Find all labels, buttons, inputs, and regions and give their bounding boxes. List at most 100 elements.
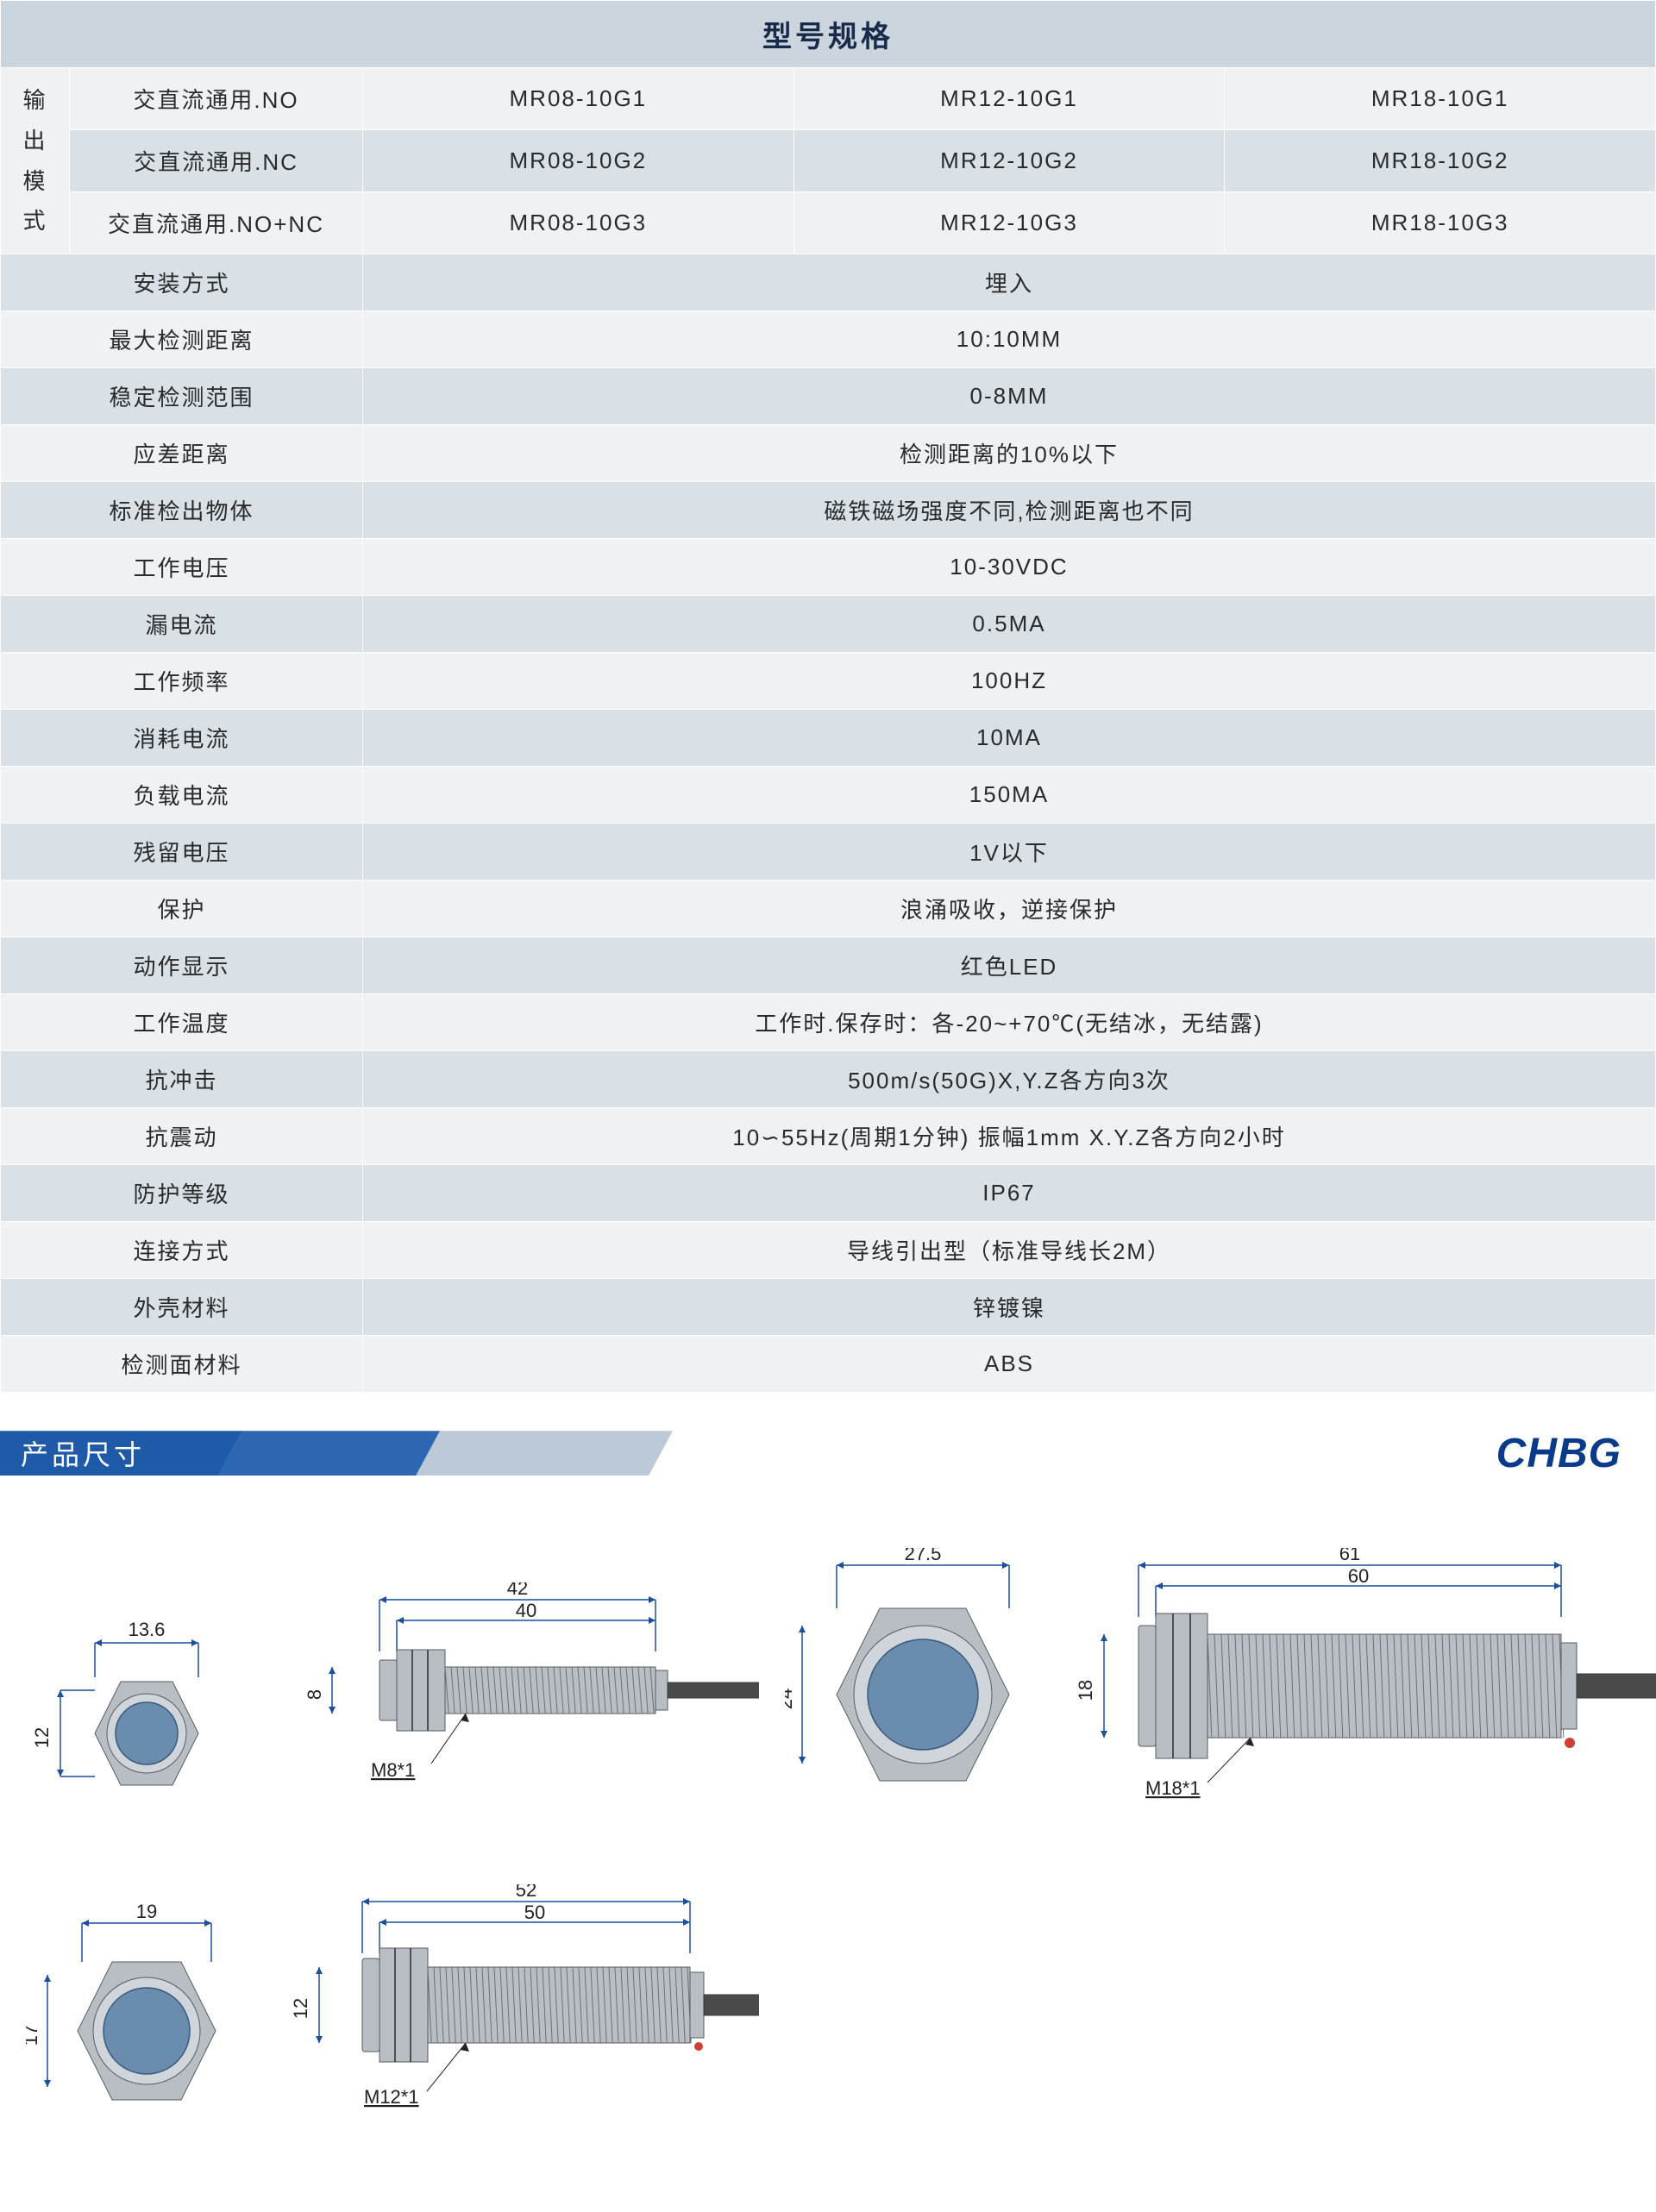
spec-value: 锌镀镍: [363, 1279, 1656, 1336]
head-val: MR18-10G1: [1225, 68, 1656, 130]
diagrams-grid: 13.6 12 42 40: [0, 1548, 1656, 2212]
table-row: 外壳材料锌镀镍: [1, 1279, 1656, 1336]
table-row: 检测面材料ABS: [1, 1336, 1656, 1393]
svg-text:50: 50: [524, 1902, 545, 1923]
spec-label: 防护等级: [1, 1165, 363, 1222]
spec-label: 工作电压: [1, 539, 363, 596]
spec-label: 工作温度: [1, 994, 363, 1051]
spec-value: 埋入: [363, 254, 1656, 311]
table-row: 交直流通用.NO+NC MR08-10G3 MR12-10G3 MR18-10G…: [1, 192, 1656, 254]
spec-label: 工作频率: [1, 653, 363, 710]
diagram-hex-m12: 19 17: [26, 1902, 250, 2126]
table-row: 最大检测距离10:10MM: [1, 311, 1656, 368]
table-row: 稳定检测范围0-8MM: [1, 368, 1656, 425]
spec-value: 浪涌吸收，逆接保护: [363, 880, 1656, 937]
spec-label: 负载电流: [1, 767, 363, 824]
diagram-hex-m18: 27.5 24: [785, 1548, 1044, 1807]
spec-value: 150MA: [363, 767, 1656, 824]
spec-value: 工作时.保存时：各-20~+70℃(无结冰，无结露): [363, 994, 1656, 1051]
table-row: 消耗电流10MA: [1, 710, 1656, 767]
spec-label: 应差距离: [1, 425, 363, 482]
spec-value: 10-30VDC: [363, 539, 1656, 596]
svg-text:61: 61: [1339, 1548, 1360, 1564]
spec-label: 稳定检测范围: [1, 368, 363, 425]
table-row: 负载电流150MA: [1, 767, 1656, 824]
svg-text:42: 42: [507, 1582, 528, 1599]
head-label: 交直流通用.NO+NC: [70, 192, 363, 254]
spec-value: 0-8MM: [363, 368, 1656, 425]
svg-text:19: 19: [136, 1902, 157, 1922]
table-row: 漏电流0.5MA: [1, 596, 1656, 653]
spec-value: 1V以下: [363, 824, 1656, 880]
svg-text:27.5: 27.5: [905, 1548, 942, 1564]
table-row: 抗冲击500m/s(50G)X,Y.Z各方向3次: [1, 1051, 1656, 1108]
head-val: MR12-10G2: [794, 130, 1225, 192]
head-val: MR12-10G1: [794, 68, 1225, 130]
table-row: 应差距离检测距离的10%以下: [1, 425, 1656, 482]
svg-text:18: 18: [1075, 1680, 1096, 1701]
svg-text:40: 40: [516, 1600, 536, 1621]
spec-label: 最大检测距离: [1, 311, 363, 368]
svg-text:8: 8: [304, 1689, 325, 1700]
spec-label: 安装方式: [1, 254, 363, 311]
svg-text:52: 52: [516, 1884, 536, 1901]
spec-value: 检测距离的10%以下: [363, 425, 1656, 482]
table-row: 抗震动10∽55Hz(周期1分钟) 振幅1mm X.Y.Z各方向2小时: [1, 1108, 1656, 1165]
table-row: 防护等级IP67: [1, 1165, 1656, 1222]
svg-text:60: 60: [1348, 1565, 1369, 1587]
head-val: MR08-10G1: [363, 68, 794, 130]
svg-text:12: 12: [290, 1998, 311, 2019]
spec-value: 10∽55Hz(周期1分钟) 振幅1mm X.Y.Z各方向2小时: [363, 1108, 1656, 1165]
head-val: MR08-10G3: [363, 192, 794, 254]
spec-value: 磁铁磁场强度不同,检测距离也不同: [363, 482, 1656, 539]
head-val: MR12-10G3: [794, 192, 1225, 254]
svg-text:24: 24: [785, 1689, 796, 1709]
spec-value: 500m/s(50G)X,Y.Z各方向3次: [363, 1051, 1656, 1108]
spec-value: 0.5MA: [363, 596, 1656, 653]
spec-label: 抗震动: [1, 1108, 363, 1165]
head-val: MR08-10G2: [363, 130, 794, 192]
spec-value: 10MA: [363, 710, 1656, 767]
diagram-hex-m8: 13.6 12: [26, 1617, 233, 1807]
table-row: 工作频率100HZ: [1, 653, 1656, 710]
spec-label: 保护: [1, 880, 363, 937]
spec-value: IP67: [363, 1165, 1656, 1222]
table-row: 动作显示红色LED: [1, 937, 1656, 994]
svg-text:13.6: 13.6: [129, 1619, 166, 1640]
table-title-row: 型号规格: [1, 1, 1656, 68]
bar-shape: 产品尺寸: [0, 1431, 673, 1476]
bar-tail: [414, 1431, 673, 1476]
spec-value: 10:10MM: [363, 311, 1656, 368]
svg-text:M12*1: M12*1: [364, 2086, 419, 2108]
svg-text:17: 17: [26, 2025, 41, 2046]
head-label: 交直流通用.NC: [70, 130, 363, 192]
spec-label: 检测面材料: [1, 1336, 363, 1393]
table-row: 保护浪涌吸收，逆接保护: [1, 880, 1656, 937]
spec-label: 漏电流: [1, 596, 363, 653]
spec-table: 型号规格 输 出 模 式 交直流通用.NO MR08-10G1 MR12-10G…: [0, 0, 1656, 1393]
spec-label: 抗冲击: [1, 1051, 363, 1108]
table-row: 安装方式埋入: [1, 254, 1656, 311]
diagram-cyl-m8: 42 40 8: [276, 1582, 759, 1807]
table-row: 交直流通用.NC MR08-10G2 MR12-10G2 MR18-10G2: [1, 130, 1656, 192]
spec-label: 消耗电流: [1, 710, 363, 767]
spec-label: 标准检出物体: [1, 482, 363, 539]
spec-value: 100HZ: [363, 653, 1656, 710]
spec-value: 红色LED: [363, 937, 1656, 994]
spec-label: 残留电压: [1, 824, 363, 880]
svg-text:12: 12: [31, 1727, 53, 1748]
svg-text:M18*1: M18*1: [1145, 1777, 1201, 1799]
section-title: 产品尺寸: [0, 1431, 242, 1476]
brand-logo: CHBG: [1496, 1430, 1656, 1477]
diagram-cyl-m12: 52 50 12 M12*1: [276, 1884, 759, 2126]
table-row: 工作温度工作时.保存时：各-20~+70℃(无结冰，无结露): [1, 994, 1656, 1051]
section-bar: 产品尺寸 CHBG: [0, 1427, 1656, 1479]
table-row: 残留电压1V以下: [1, 824, 1656, 880]
output-mode-vertical: 输 出 模 式: [1, 68, 70, 254]
table-row: 连接方式导线引出型（标准导线长2M）: [1, 1222, 1656, 1279]
spec-label: 外壳材料: [1, 1279, 363, 1336]
spec-value: ABS: [363, 1336, 1656, 1393]
spec-label: 连接方式: [1, 1222, 363, 1279]
table-row: 标准检出物体磁铁磁场强度不同,检测距离也不同: [1, 482, 1656, 539]
head-val: MR18-10G3: [1225, 192, 1656, 254]
